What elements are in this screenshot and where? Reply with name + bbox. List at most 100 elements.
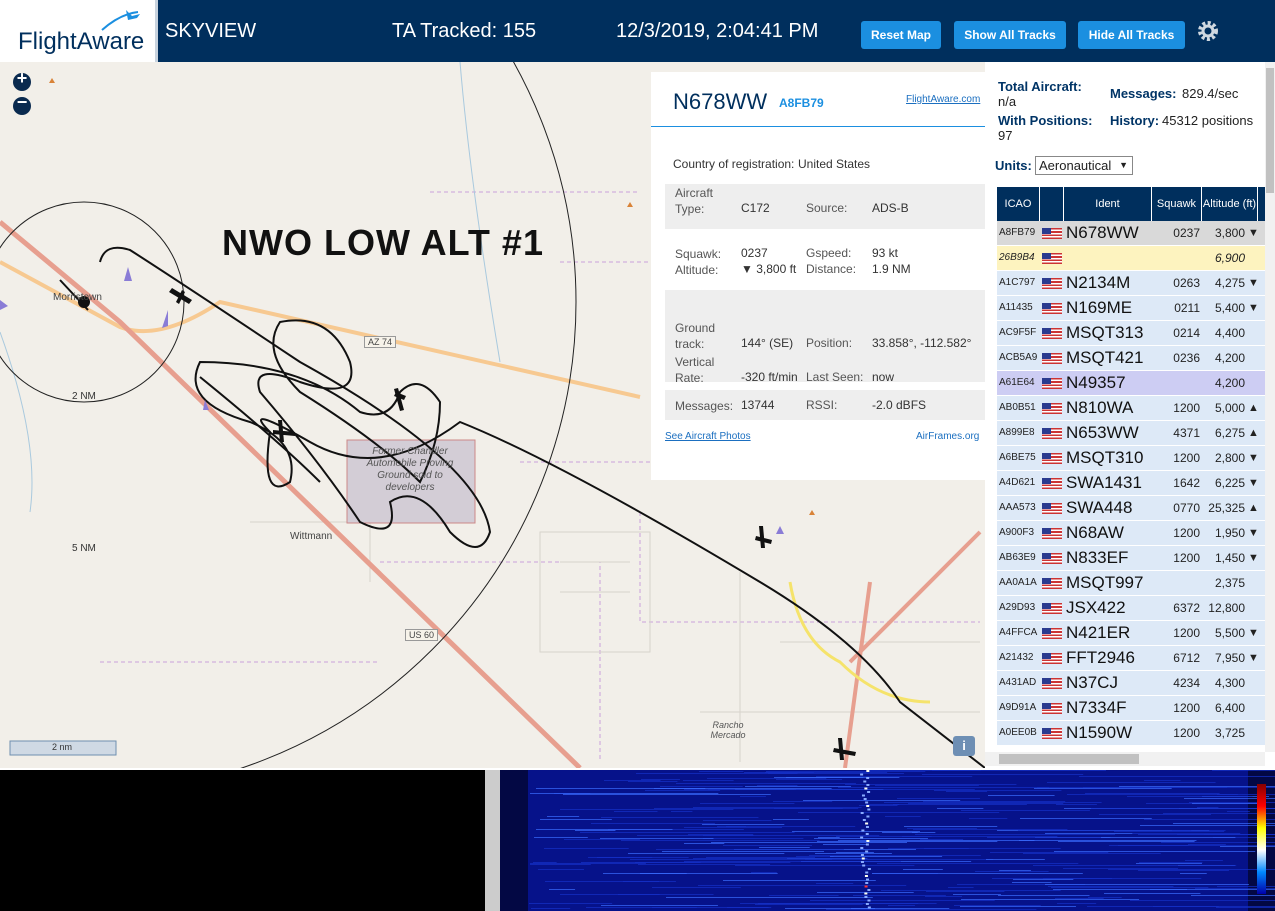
value: 33.858°, -112.582°: [872, 336, 972, 350]
flag-canton: [1042, 378, 1051, 384]
label: Total Aircraft:: [998, 79, 1082, 94]
table-row[interactable]: AA0A1A MSQT997 2,375: [997, 571, 1267, 596]
cell: N68AW: [1066, 523, 1124, 542]
flag-canton: [1042, 678, 1051, 684]
scrollbar[interactable]: [1265, 62, 1275, 752]
column-header[interactable]: Altitude (ft): [1202, 187, 1258, 221]
table-row[interactable]: A6BE75 MSQT310 1200 2,800 ▼: [997, 446, 1267, 471]
datetime: 12/3/2019, 2:04:41 PM: [616, 20, 819, 42]
map-layer: [0, 62, 985, 768]
flag-icon: [1042, 453, 1062, 464]
trend-icon: ▼: [1248, 552, 1259, 564]
table-row[interactable]: AC9F5F MSQT313 0214 4,400: [997, 321, 1267, 346]
table-row[interactable]: A4FFCA N421ER 1200 5,500 ▼: [997, 621, 1267, 646]
airframes-link[interactable]: AirFrames.org: [916, 431, 980, 442]
table-row[interactable]: 26B9B4 6,900: [997, 246, 1267, 271]
cell: 0236: [1173, 351, 1200, 365]
cell: 4234: [1173, 676, 1200, 690]
value: 97: [998, 128, 1013, 143]
overlay-title: NWO LOW ALT #1: [222, 222, 544, 263]
trend-icon: ▼: [1248, 277, 1259, 289]
cell: 1200: [1173, 551, 1200, 565]
flag-canton: [1042, 328, 1051, 334]
table-row[interactable]: A11435 N169ME 0211 5,400 ▼: [997, 296, 1267, 321]
cell: A61E64: [999, 377, 1035, 388]
cell: N7334F: [1066, 698, 1127, 717]
cell: FFT2946: [1066, 648, 1135, 667]
cell: A8FB79: [999, 227, 1036, 238]
cell: 4371: [1173, 426, 1200, 440]
cell: 4,300: [1214, 676, 1245, 690]
table-row[interactable]: ACB5A9 MSQT421 0236 4,200: [997, 346, 1267, 371]
flag-canton: [1042, 278, 1051, 284]
value: 0237: [741, 246, 768, 260]
trend-icon: ▼: [1248, 477, 1259, 489]
cell: JSX422: [1066, 598, 1126, 617]
table-row[interactable]: A61E64 N49357 4,200: [997, 371, 1267, 396]
cell: A431AD: [999, 677, 1037, 688]
trend-icon: ▼: [1248, 452, 1259, 464]
column-header[interactable]: Squawk: [1152, 187, 1202, 221]
h-scrollbar[interactable]: [985, 752, 1265, 766]
place-label: Former Chandler Automobile Proving Groun…: [366, 446, 454, 493]
logo[interactable]: FlightAware: [0, 0, 158, 62]
info-button[interactable]: i: [962, 738, 966, 753]
road-label: AZ 74: [364, 336, 397, 348]
cell: AB63E9: [999, 552, 1036, 563]
app-name: SKYVIEW: [165, 20, 257, 42]
cell: A9D91A: [999, 702, 1037, 713]
column-header[interactable]: ICAO: [997, 187, 1040, 221]
cell: 2,375: [1214, 576, 1245, 590]
cell: ACB5A9: [999, 352, 1038, 363]
zoom-in[interactable]: +: [16, 68, 28, 88]
cell: MSQT997: [1066, 573, 1144, 592]
link[interactable]: FlightAware.com: [906, 94, 981, 105]
cell: AA0A1A: [999, 577, 1037, 588]
flag-icon: [1042, 278, 1062, 289]
cell: A11435: [999, 302, 1033, 313]
value: United States: [798, 157, 871, 171]
cell: 6,900: [1214, 251, 1245, 265]
table-row[interactable]: A899E8 N653WW 4371 6,275 ▲: [997, 421, 1267, 446]
road-label: US 60: [405, 629, 439, 641]
label: Units:: [995, 158, 1032, 173]
flag-icon: [1042, 253, 1062, 264]
table-row[interactable]: AB0B51 N810WA 1200 5,000 ▲: [997, 396, 1267, 421]
table-row[interactable]: AAA573 SWA448 0770 25,325 ▲: [997, 496, 1267, 521]
cell: A4FFCA: [999, 627, 1038, 638]
table-row[interactable]: A4D621 SWA1431 1642 6,225 ▼: [997, 471, 1267, 496]
column-header[interactable]: Ident: [1064, 187, 1152, 221]
tracked: TA Tracked: 155: [392, 20, 537, 42]
flag-icon: [1042, 503, 1062, 514]
cell: 1200: [1173, 701, 1200, 715]
table-row[interactable]: AB63E9 N833EF 1200 1,450 ▼: [997, 546, 1267, 571]
zoom-out[interactable]: −: [16, 92, 28, 112]
units-select[interactable]: Aeronautical ▼: [1035, 156, 1133, 175]
flag-canton: [1042, 228, 1051, 234]
table-row[interactable]: A21432 FFT2946 6712 7,950 ▼: [997, 646, 1267, 671]
label: Distance:: [806, 262, 857, 276]
table-row[interactable]: A900F3 N68AW 1200 1,950 ▼: [997, 521, 1267, 546]
table-row[interactable]: A0EE0B N1590W 1200 3,725: [997, 721, 1267, 746]
reset-map-button[interactable]: Reset Map: [861, 21, 941, 49]
table-row[interactable]: A431AD N37CJ 4234 4,300: [997, 671, 1267, 696]
table-row[interactable]: A8FB79 N678WW 0237 3,800 ▼: [997, 221, 1267, 246]
flag-canton: [1042, 253, 1051, 259]
label: Vertical Rate:: [675, 355, 715, 385]
table-row[interactable]: A29D93 JSX422 6372 12,800: [997, 596, 1267, 621]
cell: 12,800: [1208, 601, 1245, 615]
flag-canton: [1042, 303, 1051, 309]
photos-link[interactable]: See Aircraft Photos: [665, 431, 751, 442]
cell: A0EE0B: [999, 727, 1037, 738]
value: 144° (SE): [741, 336, 794, 350]
cell: 0214: [1173, 326, 1200, 340]
show-tracks-button[interactable]: Show All Tracks: [954, 21, 1066, 49]
label: Messages:: [675, 399, 734, 413]
hide-tracks-button[interactable]: Hide All Tracks: [1078, 21, 1185, 49]
trend-icon: ▲: [1248, 427, 1259, 439]
settings-icon[interactable]: [1196, 19, 1220, 43]
cell: N2134M: [1066, 273, 1131, 292]
table-row[interactable]: A9D91A N7334F 1200 6,400: [997, 696, 1267, 721]
table-row[interactable]: A1C797 N2134M 0263 4,275 ▼: [997, 271, 1267, 296]
scale-label: 2 nm: [52, 742, 73, 752]
